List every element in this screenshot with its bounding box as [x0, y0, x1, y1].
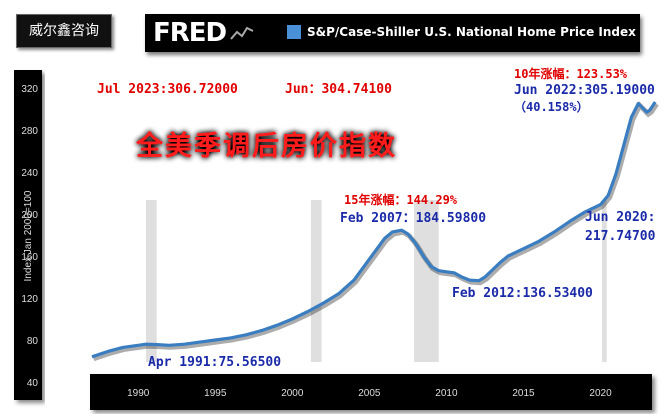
y-tick-label: 320	[21, 84, 38, 95]
x-tick-label: 2010	[435, 388, 458, 399]
x-tick-label: 2020	[589, 388, 612, 399]
annot-jun-2020-value: 217.74700	[585, 229, 656, 244]
y-axis-label: Index Jan 2000=100	[23, 190, 34, 281]
annot-rise-10y: 10年涨幅：123.53%	[514, 66, 628, 81]
x-tick-label: 2000	[281, 388, 304, 399]
y-tick-label: 200	[21, 210, 38, 221]
brand-label: 威尔鑫咨询	[16, 14, 112, 48]
annot-feb-2012: Feb 2012:136.53400	[452, 286, 593, 301]
x-axis-bar	[90, 374, 652, 410]
annot-jun-2022: Jun 2022:305.19000	[514, 83, 655, 98]
fred-chart-icon	[230, 26, 254, 40]
annot-pct-2022: （40.158%）	[514, 99, 589, 114]
y-tick-label: 160	[21, 252, 38, 263]
series-color-square	[287, 25, 301, 39]
annot-apr-1991: Apr 1991:75.56500	[148, 355, 281, 370]
x-tick-label: 2015	[512, 388, 535, 399]
x-tick-label: 1990	[127, 388, 150, 399]
x-tick-label: 1995	[204, 388, 227, 399]
y-tick-label: 280	[21, 126, 38, 137]
y-tick-label: 240	[21, 168, 38, 179]
series-title: S&P/Case-Shiller U.S. National Home Pric…	[307, 25, 636, 39]
fred-logo[interactable]: FRED	[153, 18, 227, 48]
recession-band-2	[414, 200, 439, 362]
y-tick-label: 120	[21, 294, 38, 305]
annot-jun-2020-label: Jun 2020:	[585, 210, 655, 225]
recession-band-0	[145, 200, 157, 362]
recession-band-1	[310, 200, 322, 362]
annot-rise-15y: 15年涨幅：144.29%	[344, 192, 458, 207]
series-line	[91, 101, 657, 359]
y-axis-bar	[14, 70, 42, 400]
annot-prev-month: Jun：304.74100	[285, 82, 392, 97]
annot-latest: Jul 2023:306.72000	[97, 82, 238, 97]
x-tick-label: 2005	[358, 388, 381, 399]
annot-feb-2007: Feb 2007：184.59800	[340, 211, 486, 226]
chart-headline: 全美季调后房价指数	[135, 130, 397, 162]
fred-header-bar: FRED S&P/Case-Shiller U.S. National Home…	[145, 14, 640, 52]
y-tick-label: 40	[27, 378, 39, 389]
y-tick-label: 80	[27, 336, 39, 347]
recession-band-3	[602, 200, 607, 362]
